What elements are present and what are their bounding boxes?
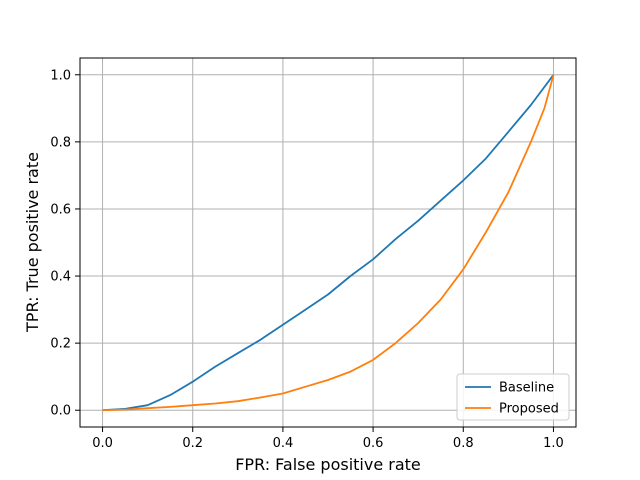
- y-tick-label: 0.6: [50, 202, 71, 217]
- x-tick-label: 0.0: [92, 436, 113, 451]
- x-tick-label: 0.4: [273, 436, 294, 451]
- x-tick-label: 1.0: [543, 436, 564, 451]
- legend-label: Baseline: [499, 381, 554, 396]
- grid: [80, 58, 576, 427]
- y-tick-label: 0.8: [50, 135, 71, 150]
- legend: Baseline Proposed: [456, 373, 570, 421]
- series-lines: [102, 74, 555, 412]
- plot-area: [80, 58, 576, 427]
- y-tick-label: 0.4: [50, 270, 71, 285]
- y-tick-label: 0.0: [50, 404, 71, 419]
- series-line-proposed: [102, 74, 555, 412]
- x-tick-label: 0.6: [363, 436, 384, 451]
- plot-frame: [79, 57, 577, 428]
- y-tick-label: 0.2: [50, 337, 71, 352]
- x-axis-label: FPR: False positive rate: [235, 455, 421, 474]
- y-tick-label: 1.0: [50, 68, 71, 83]
- y-axis-label: TPR: True positive rate: [23, 152, 42, 333]
- x-tick-label: 0.8: [453, 436, 474, 451]
- axis-ticks: 0.0 0.2 0.4 0.6 0.8 1.0 0.0 0.2 0.4 0.6 0.8 1.0: [50, 68, 563, 451]
- series-line-baseline: [102, 74, 555, 412]
- x-tick-label: 0.2: [182, 436, 203, 451]
- legend-label: Proposed: [499, 402, 559, 417]
